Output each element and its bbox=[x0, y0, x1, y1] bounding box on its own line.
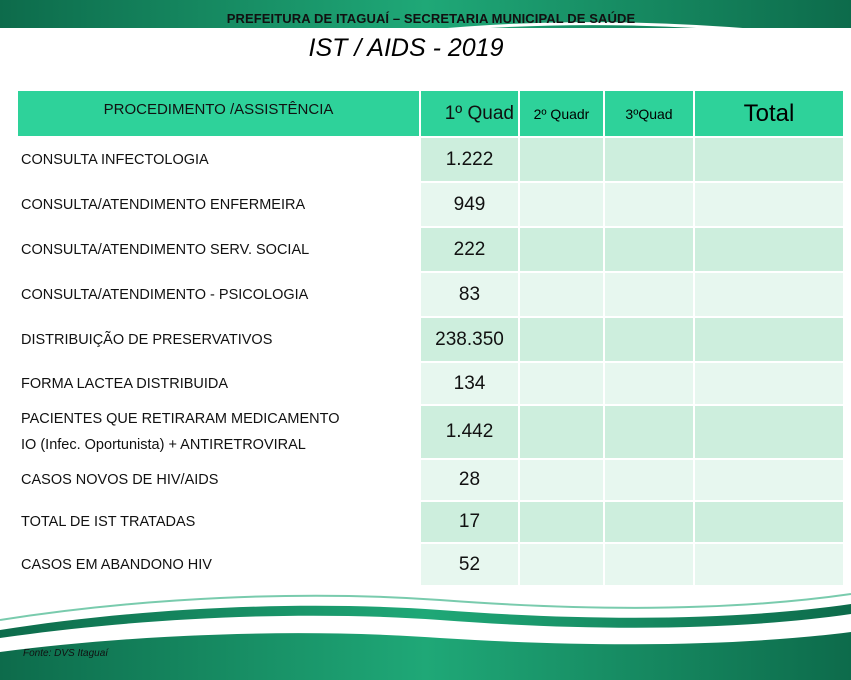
row-q2 bbox=[520, 318, 603, 361]
row-total bbox=[695, 544, 843, 585]
header-swoosh bbox=[0, 0, 851, 62]
row-q2 bbox=[520, 273, 603, 316]
row-label: CONSULTA/ATENDIMENTO ENFERMEIRA bbox=[18, 183, 419, 226]
row-q1: 134 bbox=[421, 363, 518, 404]
row-q1: 17 bbox=[421, 502, 518, 542]
row-q1: 222 bbox=[421, 228, 518, 271]
table-row: CONSULTA/ATENDIMENTO - PSICOLOGIA 83 bbox=[18, 273, 843, 316]
row-total bbox=[695, 460, 843, 500]
row-q2 bbox=[520, 544, 603, 585]
row-label: CONSULTA/ATENDIMENTO - PSICOLOGIA bbox=[18, 273, 419, 316]
row-label: DISTRIBUIÇÃO DE PRESERVATIVOS bbox=[18, 318, 419, 361]
row-label: FORMA LACTEA DISTRIBUIDA bbox=[18, 363, 419, 404]
row-q1: 52 bbox=[421, 544, 518, 585]
row-label: CASOS NOVOS DE HIV/AIDS bbox=[18, 460, 419, 500]
row-total bbox=[695, 363, 843, 404]
source-note: Fonte: DVS Itaguaí bbox=[23, 648, 109, 659]
table-row: CASOS EM ABANDONO HIV 52 bbox=[18, 544, 843, 585]
row-q3 bbox=[605, 228, 693, 271]
table-row: CONSULTA/ATENDIMENTO SERV. SOCIAL 222 bbox=[18, 228, 843, 271]
table-row: CONSULTA/ATENDIMENTO ENFERMEIRA 949 bbox=[18, 183, 843, 226]
table-row: CASOS NOVOS DE HIV/AIDS 28 bbox=[18, 460, 843, 500]
row-label: CASOS EM ABANDONO HIV bbox=[18, 544, 419, 585]
row-q1: 1.442 bbox=[421, 406, 518, 458]
header-q3: 3ºQuad bbox=[605, 91, 693, 136]
row-q3 bbox=[605, 138, 693, 181]
row-q3 bbox=[605, 502, 693, 542]
row-label: CONSULTA/ATENDIMENTO SERV. SOCIAL bbox=[18, 228, 419, 271]
row-q1: 238.350 bbox=[421, 318, 518, 361]
row-q3 bbox=[605, 460, 693, 500]
row-q2 bbox=[520, 138, 603, 181]
row-q2 bbox=[520, 502, 603, 542]
table-row: FORMA LACTEA DISTRIBUIDA 134 bbox=[18, 363, 843, 404]
row-q1: 949 bbox=[421, 183, 518, 226]
row-q3 bbox=[605, 273, 693, 316]
row-label-line2: IO (Infec. Oportunista) + ANTIRETROVIRAL bbox=[21, 437, 306, 453]
table-row: DISTRIBUIÇÃO DE PRESERVATIVOS 238.350 bbox=[18, 318, 843, 361]
footer-band bbox=[0, 590, 851, 680]
table-row: PACIENTES QUE RETIRARAM MEDICAMENTO IO (… bbox=[18, 406, 843, 458]
row-label: CONSULTA INFECTOLOGIA bbox=[18, 138, 419, 181]
header-total: Total bbox=[695, 91, 843, 136]
table-row: TOTAL DE IST TRATADAS 17 bbox=[18, 502, 843, 542]
row-q3 bbox=[605, 544, 693, 585]
row-total bbox=[695, 273, 843, 316]
row-q2 bbox=[520, 406, 603, 458]
row-q3 bbox=[605, 318, 693, 361]
table-row: CONSULTA INFECTOLOGIA 1.222 bbox=[18, 138, 843, 181]
ist-aids-table: PROCEDIMENTO /ASSISTÊNCIA 1º Quad 2º Qua… bbox=[16, 89, 845, 587]
row-total bbox=[695, 183, 843, 226]
row-q3 bbox=[605, 183, 693, 226]
row-total bbox=[695, 502, 843, 542]
header-q1: 1º Quad bbox=[421, 91, 518, 136]
header-q2: 2º Quadr bbox=[520, 91, 603, 136]
header-procedure: PROCEDIMENTO /ASSISTÊNCIA bbox=[18, 91, 419, 136]
row-q1: 1.222 bbox=[421, 138, 518, 181]
slide-title: IST / AIDS - 2019 bbox=[308, 34, 504, 62]
footer-swoosh bbox=[0, 593, 851, 680]
org-title: PREFEITURA DE ITAGUAÍ – SECRETARIA MUNIC… bbox=[226, 11, 636, 26]
row-q3 bbox=[605, 406, 693, 458]
row-total bbox=[695, 228, 843, 271]
row-total bbox=[695, 138, 843, 181]
row-label: TOTAL DE IST TRATADAS bbox=[18, 502, 419, 542]
row-q3 bbox=[605, 363, 693, 404]
row-q2 bbox=[520, 363, 603, 404]
row-q1: 83 bbox=[421, 273, 518, 316]
row-q2 bbox=[520, 460, 603, 500]
row-label-line1: PACIENTES QUE RETIRARAM MEDICAMENTO bbox=[21, 411, 340, 427]
row-label: PACIENTES QUE RETIRARAM MEDICAMENTO IO (… bbox=[18, 406, 419, 458]
header-band: PREFEITURA DE ITAGUAÍ – SECRETARIA MUNIC… bbox=[0, 0, 851, 80]
row-total bbox=[695, 318, 843, 361]
row-q2 bbox=[520, 183, 603, 226]
row-total bbox=[695, 406, 843, 458]
row-q1: 28 bbox=[421, 460, 518, 500]
table-header-row: PROCEDIMENTO /ASSISTÊNCIA 1º Quad 2º Qua… bbox=[18, 91, 843, 136]
row-q2 bbox=[520, 228, 603, 271]
